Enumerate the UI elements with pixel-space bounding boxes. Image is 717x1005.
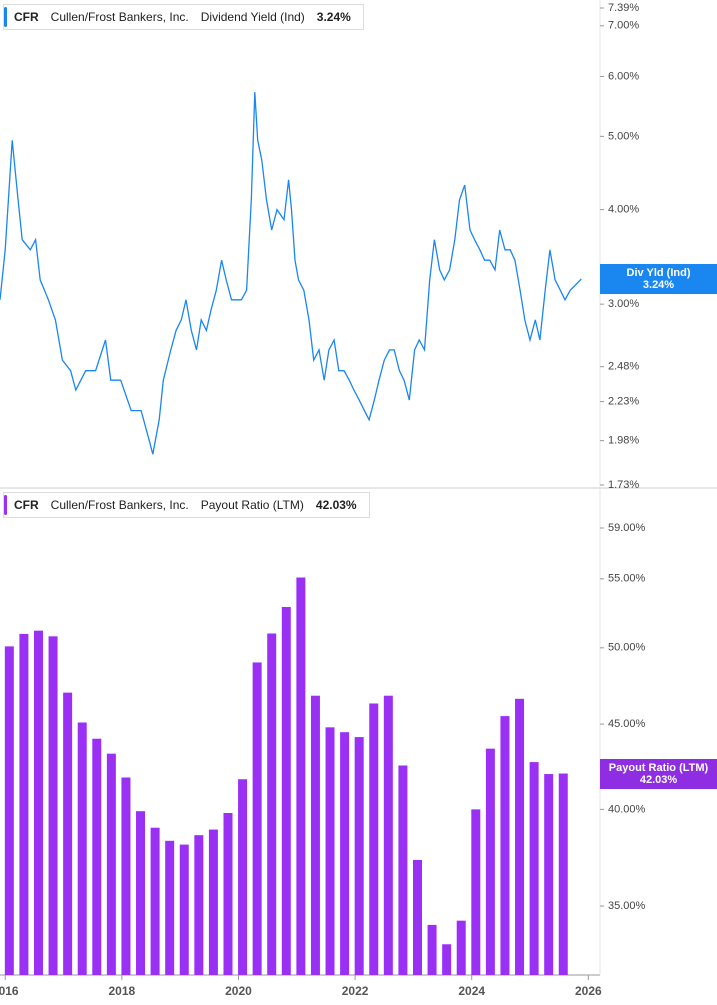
bar [442,944,452,975]
bar [252,662,262,975]
bar [223,813,233,975]
bar [33,630,43,975]
x-tick-label: 2016 [0,984,19,998]
bar [325,727,335,975]
x-tick-label: 2024 [458,984,485,998]
company: Cullen/Frost Bankers, Inc. [50,10,189,24]
y-tick-label: 50.00% [608,642,646,654]
bar [427,924,437,975]
y-tick-label: 55.00% [608,573,646,585]
bar [383,695,393,975]
bar [296,577,306,975]
bar [208,829,218,975]
company: Cullen/Frost Bankers, Inc. [50,498,189,512]
bar [456,920,466,975]
bar [267,633,277,975]
y-tick-label: 7.00% [608,20,639,32]
last-value-badge: Payout Ratio (LTM) 42.03% [600,758,717,789]
series-value: 42.03% [315,498,357,512]
bar [121,777,131,975]
badge-name: Payout Ratio (LTM) [608,761,709,774]
y-tick-label: 7.39% [608,2,639,14]
ticker: CFR [14,10,39,24]
badge-name: Div Yld (Ind) [626,266,691,279]
legend: CFR Cullen/Frost Bankers, Inc. Payout Ra… [3,492,370,518]
bar [4,646,14,975]
bar [544,774,554,975]
y-tick-label: 1.98% [608,435,639,447]
bar [194,835,204,975]
y-tick-label: 1.73% [608,479,639,491]
bar [63,692,73,975]
bar [48,636,58,975]
y-tick-label: 45.00% [608,718,646,730]
line [0,92,582,455]
series-name: Payout Ratio (LTM) [200,498,304,512]
bar [529,762,539,975]
bar [238,779,248,975]
x-tick-label: 2018 [109,984,136,998]
y-tick-label: 4.00% [608,204,639,216]
bar [500,716,510,975]
bar [485,748,495,975]
bar [310,695,320,975]
y-tick-label: 59.00% [608,522,646,534]
x-tick-label: 2020 [225,984,252,998]
legend-swatch [4,7,7,27]
bar [165,840,175,975]
bar [558,773,568,975]
x-tick-label: 2022 [342,984,369,998]
bar [19,633,29,975]
badge-value: 3.24% [642,278,675,291]
y-tick-label: 2.23% [608,396,639,408]
badge-value: 42.03% [639,773,678,786]
bar [92,738,102,975]
bar [471,809,481,975]
bar [106,753,116,975]
ticker: CFR [14,498,39,512]
legend: CFR Cullen/Frost Bankers, Inc. Dividend … [3,4,364,30]
y-tick-label: 5.00% [608,130,639,142]
bar [179,844,189,975]
bar [412,859,422,975]
bar [369,703,379,975]
x-tick-label: 2026 [575,984,602,998]
bar [150,827,160,975]
last-value-badge: Div Yld (Ind) 3.24% [600,263,717,294]
y-tick-label: 2.48% [608,361,639,373]
y-tick-label: 6.00% [608,70,639,82]
bar [515,698,525,975]
y-tick-label: 3.00% [608,298,639,310]
bar [354,737,364,975]
legend-swatch [4,495,7,515]
series-name: Dividend Yield (Ind) [200,10,305,24]
y-tick-label: 35.00% [608,900,646,912]
y-tick-label: 40.00% [608,803,646,815]
bar [77,722,87,975]
bar [281,607,291,975]
series-value: 3.24% [316,10,351,24]
bar [398,765,408,975]
bar [340,732,350,975]
bar [136,811,146,975]
